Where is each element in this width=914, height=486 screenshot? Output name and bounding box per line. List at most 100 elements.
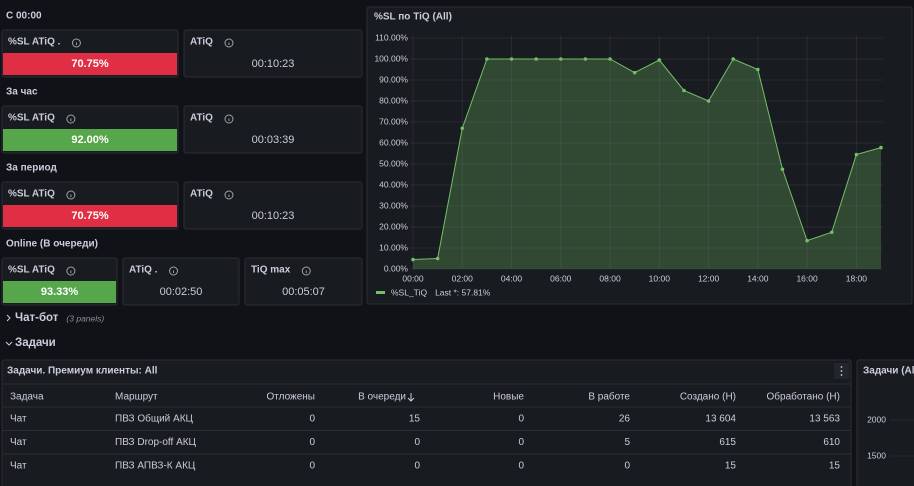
stat-value: 00:05:07 bbox=[282, 286, 325, 298]
stat-value: 00:02:50 bbox=[160, 286, 203, 298]
column-header[interactable]: Обработано (Н) bbox=[767, 391, 840, 403]
column-header[interactable]: Отложены bbox=[267, 392, 316, 403]
column-header[interactable]: Новые bbox=[493, 392, 524, 403]
stat-title: TiQ max bbox=[251, 265, 291, 276]
y-tick-label: 20.00% bbox=[379, 221, 408, 231]
y-tick-label: 50.00% bbox=[379, 158, 408, 168]
data-point bbox=[829, 230, 834, 235]
menu-dot bbox=[840, 366, 843, 368]
stat-title: %SL ATiQ bbox=[8, 189, 55, 200]
stat-value: 00:03:39 bbox=[252, 134, 295, 146]
data-point bbox=[558, 57, 563, 61]
side-y-tick-label: 1500 bbox=[867, 450, 886, 460]
row-title[interactable]: Чат-бот bbox=[15, 312, 59, 324]
stat-value-bg bbox=[3, 281, 116, 303]
stat-title: %SL ATiQ bbox=[8, 265, 55, 276]
row-chevron[interactable] bbox=[6, 314, 11, 322]
table-cell: 15 bbox=[409, 414, 421, 425]
column-header[interactable]: В очереди bbox=[358, 392, 406, 403]
info-icon[interactable] bbox=[224, 190, 234, 200]
table-cell: 615 bbox=[719, 437, 736, 448]
table-cell: 0 bbox=[518, 437, 524, 448]
y-tick-label: 30.00% bbox=[379, 200, 408, 210]
legend-stat: Last *: 57.81% bbox=[435, 287, 491, 297]
y-tick-label: 70.00% bbox=[379, 116, 408, 126]
stat-panel bbox=[183, 181, 363, 230]
stat-value-bg bbox=[3, 53, 177, 75]
row-title[interactable]: Задачи bbox=[15, 337, 56, 349]
legend-name[interactable]: %SL_TiQ bbox=[391, 287, 427, 297]
stat-title: ATiQ bbox=[190, 37, 213, 48]
stat-title: ATiQ . bbox=[129, 265, 158, 276]
data-point bbox=[435, 256, 440, 261]
stat-panel bbox=[244, 257, 363, 306]
column-header[interactable]: Маршрут bbox=[115, 392, 158, 403]
table-cell: 0 bbox=[518, 461, 524, 472]
y-tick-label: 0.00% bbox=[384, 263, 409, 273]
data-point bbox=[682, 88, 686, 93]
x-tick-label: 06:00 bbox=[550, 273, 572, 283]
table-cell: 15 bbox=[829, 461, 841, 472]
stat-value: 93.33% bbox=[41, 286, 79, 298]
data-point bbox=[583, 57, 588, 61]
table-cell: 0 bbox=[309, 461, 315, 472]
table-cell: ПВЗ АПВЗ-К АКЦ bbox=[115, 461, 196, 472]
stat-value-bg bbox=[3, 129, 177, 151]
column-header[interactable]: Задача bbox=[10, 392, 44, 403]
x-tick-label: 02:00 bbox=[452, 273, 474, 283]
info-icon[interactable] bbox=[224, 114, 234, 124]
y-tick-label: 10.00% bbox=[379, 242, 408, 252]
stat-title: %SL ATiQ bbox=[8, 113, 55, 124]
side-panel-title: Задачи (All bbox=[863, 366, 914, 377]
data-point bbox=[756, 67, 760, 72]
row-chevron[interactable] bbox=[5, 341, 13, 346]
data-point bbox=[879, 145, 883, 150]
y-tick-label: 60.00% bbox=[379, 137, 408, 147]
table-cell: ПВЗ Общий АКЦ bbox=[115, 413, 194, 425]
table-cell: 13 604 bbox=[705, 414, 736, 425]
table-cell: 15 bbox=[725, 461, 737, 472]
table-title: Задачи. Премиум клиенты: All bbox=[7, 366, 158, 377]
stat-panel bbox=[183, 29, 363, 78]
info-icon[interactable] bbox=[301, 266, 311, 276]
side-panel bbox=[856, 359, 914, 486]
data-point bbox=[411, 257, 415, 262]
info-icon[interactable] bbox=[66, 190, 76, 200]
x-tick-label: 12:00 bbox=[698, 273, 720, 283]
table-cell: 26 bbox=[619, 414, 631, 425]
data-point bbox=[509, 57, 514, 61]
table-cell: Чат bbox=[10, 437, 27, 448]
column-header[interactable]: В работе bbox=[588, 391, 630, 403]
chart-panel bbox=[366, 6, 913, 305]
table-cell: 0 bbox=[624, 461, 630, 472]
info-icon[interactable] bbox=[169, 266, 179, 276]
x-tick-label: 10:00 bbox=[649, 273, 671, 283]
data-point bbox=[731, 57, 736, 61]
stat-title: ATiQ bbox=[190, 113, 213, 124]
menu-dot bbox=[840, 374, 843, 376]
table-cell: Чат bbox=[10, 414, 27, 425]
column-header[interactable]: Создано (Н) bbox=[680, 392, 736, 403]
info-icon[interactable] bbox=[66, 114, 76, 124]
table-cell: 0 bbox=[414, 437, 420, 448]
x-tick-label: 18:00 bbox=[846, 273, 868, 283]
data-point bbox=[854, 152, 859, 157]
table-cell: 13 563 bbox=[809, 414, 840, 425]
section-label: Online (В очереди) bbox=[6, 239, 98, 250]
series-line bbox=[412, 58, 882, 261]
info-icon[interactable] bbox=[66, 266, 76, 276]
row-note: (3 panels) bbox=[66, 313, 104, 323]
data-point bbox=[706, 99, 711, 103]
table-cell: 0 bbox=[414, 461, 420, 472]
stat-value: 92.00% bbox=[71, 134, 109, 146]
y-tick-label: 40.00% bbox=[379, 179, 408, 189]
stat-value: 00:10:23 bbox=[252, 210, 295, 222]
info-icon[interactable] bbox=[71, 38, 81, 48]
stat-value-bg bbox=[3, 205, 177, 227]
stat-panel bbox=[183, 105, 363, 154]
y-tick-label: 110.00% bbox=[375, 32, 408, 42]
table-cell: 5 bbox=[624, 437, 630, 448]
info-icon[interactable] bbox=[224, 38, 234, 48]
table-cell: 0 bbox=[518, 414, 524, 425]
legend-swatch bbox=[376, 291, 385, 294]
